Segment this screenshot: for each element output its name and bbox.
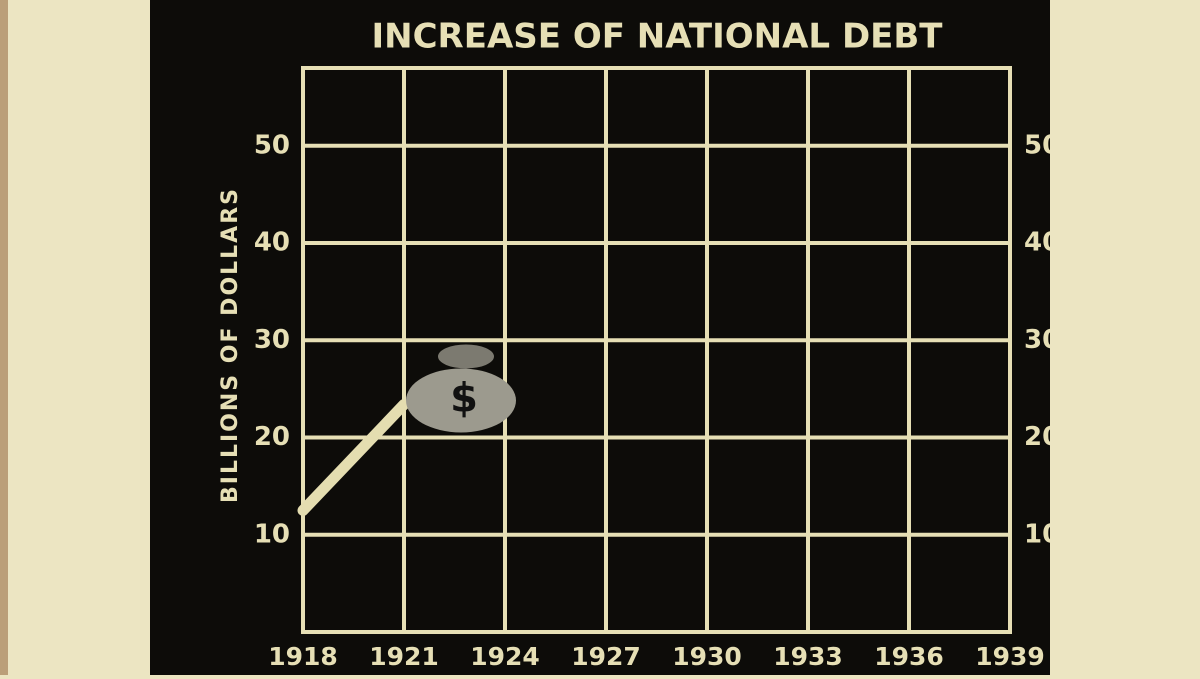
left-margin [0, 0, 150, 675]
y2-tick-label: 20 [1024, 422, 1060, 452]
right-margin [1050, 0, 1200, 675]
y-tick-label: 10 [254, 519, 290, 549]
x-tick-label: 1933 [773, 642, 843, 671]
data-line [297, 398, 410, 516]
x-tick-label: 1924 [470, 642, 540, 671]
money-bag-label: $ [450, 375, 478, 421]
y2-tick-label: 10 [1024, 519, 1060, 549]
x-tick-label: 1927 [571, 642, 641, 671]
y2-tick-label: 40 [1024, 228, 1060, 258]
film-frame [150, 0, 1050, 675]
chart-title: INCREASE OF NATIONAL DEBT [372, 17, 944, 57]
y-tick-label: 20 [254, 422, 290, 452]
x-tick-label: 1939 [975, 642, 1045, 671]
x-tick-label: 1936 [874, 642, 944, 671]
plot: 10 10 20 20 30 30 40 40 50 50 1918 1921 1924 1927 1930… [254, 66, 1060, 671]
y2-tick-label: 30 [1024, 325, 1060, 355]
film-edge [0, 0, 8, 675]
money-bag [406, 368, 516, 433]
y-tick-label: 40 [254, 228, 290, 258]
money-bag-neck [438, 344, 494, 369]
y2-tick-label: 50 [1024, 130, 1060, 160]
x-tick-label: 1918 [268, 642, 338, 671]
y-tick-label: 30 [254, 325, 290, 355]
y-axis-label: BILLIONS OF DOLLARS [218, 187, 243, 503]
x-tick-label: 1930 [672, 642, 742, 671]
y-tick-label: 50 [254, 130, 290, 160]
x-tick-label: 1921 [369, 642, 439, 671]
